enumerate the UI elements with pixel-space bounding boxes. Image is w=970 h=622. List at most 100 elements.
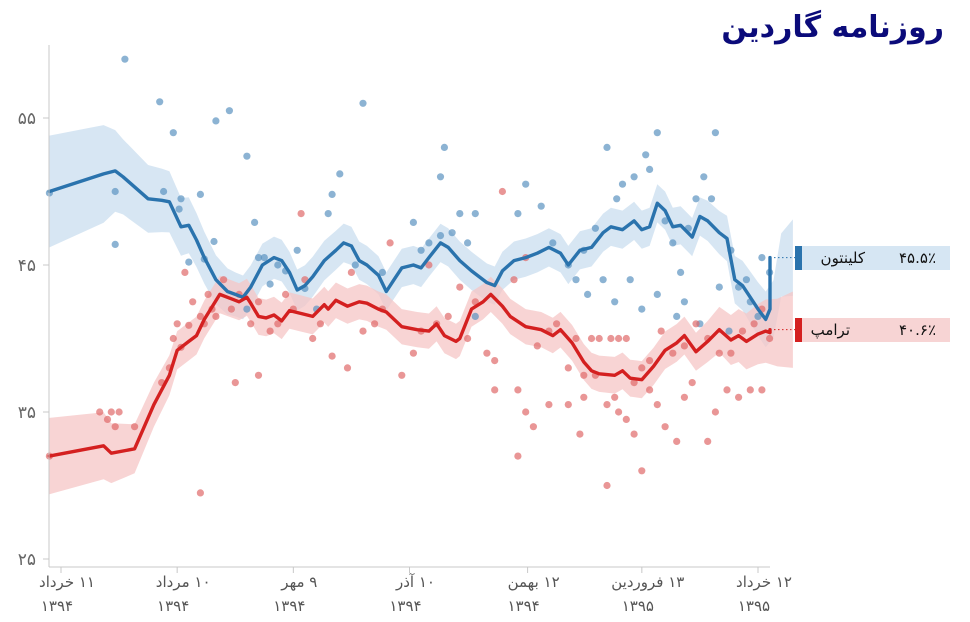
- poll-point-trump: [646, 357, 654, 365]
- poll-point-trump: [196, 312, 204, 320]
- poll-point-clinton: [251, 218, 259, 226]
- poll-point-trump: [185, 321, 193, 329]
- poll-point-clinton: [225, 107, 233, 115]
- poll-point-clinton: [156, 98, 164, 106]
- poll-point-trump: [212, 312, 220, 320]
- poll-point-clinton: [692, 195, 700, 203]
- poll-point-trump: [173, 320, 181, 328]
- poll-point-trump: [704, 437, 712, 445]
- poll-point-clinton: [584, 290, 592, 298]
- confidence-bands: [49, 125, 793, 495]
- poll-point-clinton: [440, 143, 448, 151]
- poll-point-trump: [227, 305, 235, 313]
- poll-point-clinton: [677, 268, 685, 276]
- poll-point-clinton: [359, 99, 367, 107]
- poll-point-clinton: [653, 129, 661, 137]
- poll-point-trump: [254, 298, 263, 306]
- poll-point-clinton: [266, 280, 274, 288]
- poll-point-trump: [254, 371, 263, 379]
- poll-point-trump: [630, 430, 638, 438]
- poll-point-trump: [483, 349, 491, 357]
- poll-point-trump: [409, 349, 417, 357]
- poll-point-clinton: [700, 173, 708, 181]
- trend-line-trump: [47, 292, 772, 458]
- poll-point-clinton: [758, 254, 766, 262]
- poll-point-clinton: [425, 239, 433, 247]
- poll-point-trump: [587, 334, 596, 343]
- poll-point-clinton: [711, 129, 720, 137]
- poll-point-trump: [204, 290, 212, 298]
- poll-point-clinton: [169, 129, 177, 137]
- poll-point-clinton: [260, 254, 268, 262]
- poll-point-trump: [766, 334, 774, 343]
- poll-point-trump: [746, 386, 754, 394]
- poll-point-clinton: [673, 312, 681, 320]
- poll-point-trump: [274, 320, 282, 328]
- poll-point-trump: [723, 386, 731, 394]
- poll-point-trump: [282, 290, 290, 298]
- legend-label-clinton: کلینتون: [820, 248, 865, 267]
- poll-point-trump: [181, 268, 189, 276]
- poll-point-clinton: [436, 173, 445, 181]
- legend-swatch-trump: [795, 317, 802, 342]
- x-tick-label-date: ۱۲ خرداد: [736, 573, 792, 591]
- poll-point-trump: [758, 386, 766, 394]
- x-tick-label-year: ۱۳۹۵: [738, 597, 770, 615]
- poll-point-clinton: [210, 237, 218, 246]
- poll-point-clinton: [336, 170, 344, 178]
- poll-point-clinton: [599, 276, 607, 284]
- poll-point-trump: [359, 327, 367, 335]
- poll-point-clinton: [243, 305, 251, 313]
- poll-point-clinton: [572, 276, 580, 284]
- poll-point-trump: [491, 386, 499, 394]
- poll-point-clinton: [742, 276, 751, 284]
- legend-label-trump: ترامپ: [810, 320, 850, 339]
- poll-point-trump: [347, 268, 355, 276]
- poll-point-clinton: [638, 305, 646, 313]
- y-ticks: ۵۵ ۴۵ ۳۵ ۲۵: [18, 109, 49, 570]
- poll-point-clinton: [754, 312, 762, 320]
- poll-point-trump: [692, 320, 700, 328]
- poll-point-trump: [196, 489, 204, 497]
- poll-point-trump: [576, 430, 584, 438]
- poll-point-trump: [657, 327, 665, 335]
- poll-point-trump: [464, 334, 472, 343]
- poll-point-clinton: [715, 283, 723, 291]
- poll-point-clinton: [111, 240, 119, 248]
- poll-point-trump: [735, 393, 743, 401]
- poll-point-clinton: [243, 152, 251, 160]
- poll-point-clinton: [537, 202, 545, 210]
- poll-point-trump: [491, 357, 499, 365]
- poll-point-clinton: [175, 205, 183, 213]
- x-tick-label-date: ۹ مهر: [280, 573, 317, 591]
- poll-point-clinton: [212, 117, 220, 125]
- poll-point-clinton: [328, 190, 336, 198]
- legend-item-clinton: کلینتون ۴۵.۵٪: [795, 245, 950, 270]
- x-ticks: ۱۱ خرداد ۱۳۹۴ ۱۰ مرداد ۱۳۹۴ ۹ مهر ۱۳۹۴ ۱۰ آذر ۱…: [39, 567, 792, 615]
- poll-point-clinton: [630, 173, 638, 181]
- poll-point-clinton: [514, 210, 522, 218]
- x-tick-label-year: ۱۳۹۵: [622, 597, 654, 615]
- poll-point-clinton: [522, 180, 530, 188]
- poll-point-clinton: [160, 187, 168, 196]
- poll-point-trump: [680, 342, 689, 350]
- poll-point-trump: [169, 334, 177, 343]
- poll-point-trump: [343, 364, 352, 372]
- poll-point-clinton: [324, 210, 332, 218]
- poll-point-clinton: [626, 276, 634, 284]
- poll-point-clinton: [456, 210, 464, 218]
- poll-point-trump: [328, 352, 336, 360]
- poll-point-clinton: [274, 261, 282, 269]
- poll-point-trump: [107, 408, 115, 416]
- poll-point-clinton: [549, 239, 557, 247]
- legend-value-trump: ۴۰.۶٪: [899, 320, 936, 339]
- poll-point-clinton: [351, 261, 359, 269]
- poll-point-clinton: [603, 143, 611, 151]
- poll-point-trump: [266, 327, 274, 335]
- poll-point-trump: [115, 408, 123, 416]
- poll-point-trump: [386, 239, 394, 247]
- poll-point-clinton: [196, 190, 204, 198]
- poll-point-trump: [564, 364, 572, 372]
- poll-point-trump: [533, 342, 541, 350]
- poll-point-trump: [220, 276, 228, 284]
